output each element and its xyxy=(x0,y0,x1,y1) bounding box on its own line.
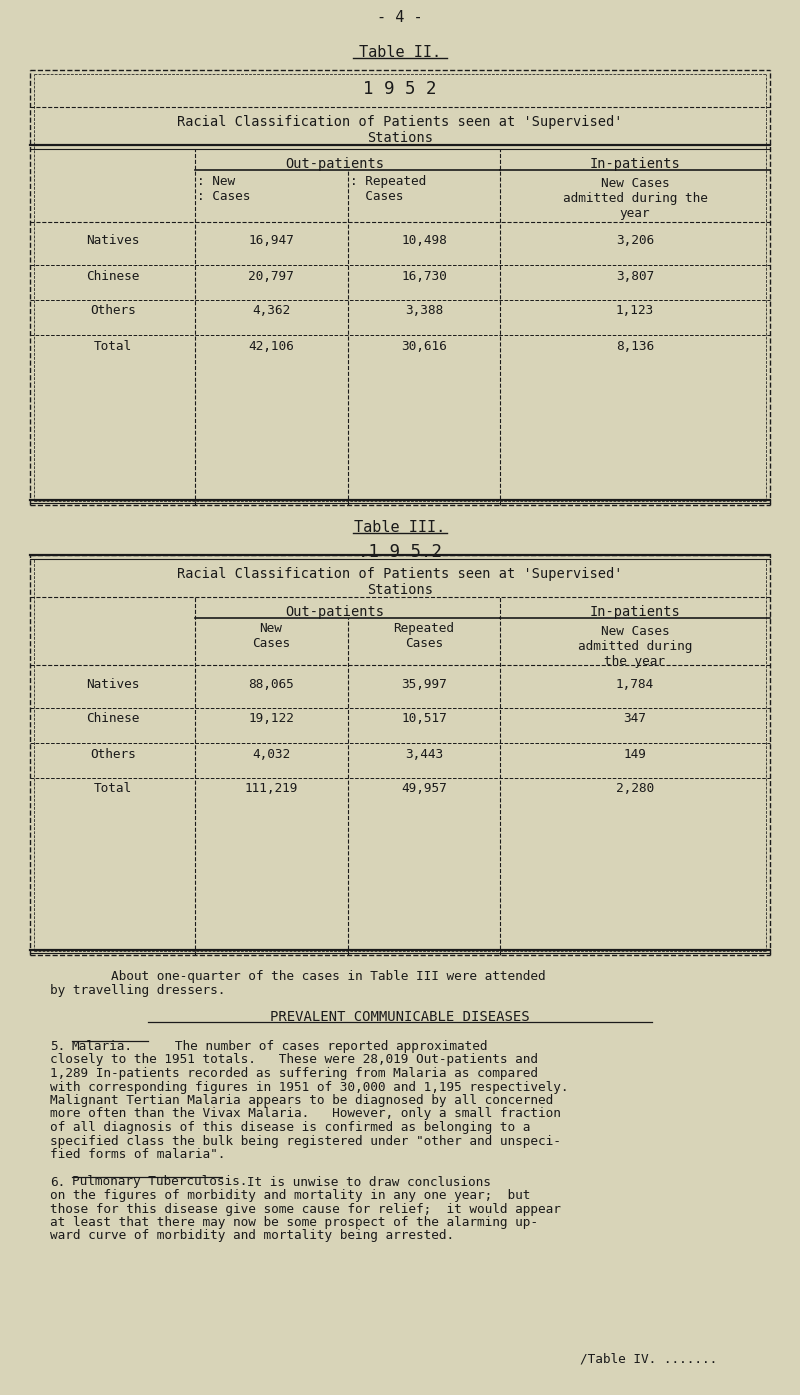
Text: Natives: Natives xyxy=(86,234,140,247)
Text: Natives: Natives xyxy=(86,678,140,691)
Text: on the figures of morbidity and mortality in any one year;  but: on the figures of morbidity and mortalit… xyxy=(50,1189,530,1202)
Text: New
Cases: New Cases xyxy=(252,622,290,650)
Text: Chinese: Chinese xyxy=(86,269,140,283)
Text: : Repeated
  Cases: : Repeated Cases xyxy=(350,174,426,204)
Text: 111,219: 111,219 xyxy=(244,783,298,795)
Text: of all diagnosis of this disease is confirmed as belonging to a: of all diagnosis of this disease is conf… xyxy=(50,1122,530,1134)
Text: 10,498: 10,498 xyxy=(401,234,447,247)
Text: 1,123: 1,123 xyxy=(616,304,654,318)
Text: 3,206: 3,206 xyxy=(616,234,654,247)
Text: 3,807: 3,807 xyxy=(616,269,654,283)
Text: PREVALENT COMMUNICABLE DISEASES: PREVALENT COMMUNICABLE DISEASES xyxy=(270,1010,530,1024)
Text: In-patients: In-patients xyxy=(590,158,680,172)
Text: Total: Total xyxy=(94,339,132,353)
Text: About one-quarter of the cases in Table III were attended: About one-quarter of the cases in Table … xyxy=(50,970,546,983)
Text: closely to the 1951 totals.   These were 28,019 Out-patients and: closely to the 1951 totals. These were 2… xyxy=(50,1053,538,1067)
Text: 4,362: 4,362 xyxy=(252,304,290,318)
Text: Others: Others xyxy=(90,748,136,760)
Text: 347: 347 xyxy=(623,713,646,725)
Text: 1,784: 1,784 xyxy=(616,678,654,691)
Text: 5.: 5. xyxy=(50,1041,66,1053)
Text: New Cases
admitted during
the year: New Cases admitted during the year xyxy=(578,625,692,668)
Text: 16,947: 16,947 xyxy=(248,234,294,247)
Text: at least that there may now be some prospect of the alarming up-: at least that there may now be some pros… xyxy=(50,1216,538,1229)
Text: The number of cases reported approximated: The number of cases reported approximate… xyxy=(152,1041,487,1053)
Text: /Table IV. .......: /Table IV. ....... xyxy=(580,1353,718,1366)
Text: 30,616: 30,616 xyxy=(401,339,447,353)
Text: In-patients: In-patients xyxy=(590,605,680,619)
Text: 19,122: 19,122 xyxy=(248,713,294,725)
Text: ward curve of morbidity and mortality being arrested.: ward curve of morbidity and mortality be… xyxy=(50,1229,454,1243)
Text: : New
: Cases: : New : Cases xyxy=(197,174,250,204)
Text: by travelling dressers.: by travelling dressers. xyxy=(50,983,226,997)
Text: - 4 -: - 4 - xyxy=(377,10,423,25)
Text: fied forms of malaria".: fied forms of malaria". xyxy=(50,1148,226,1161)
Text: Total: Total xyxy=(94,783,132,795)
Text: Racial Classification of Patients seen at 'Supervised': Racial Classification of Patients seen a… xyxy=(178,566,622,580)
Text: Stations: Stations xyxy=(367,131,433,145)
Text: Table III.: Table III. xyxy=(354,520,446,536)
Text: It is unwise to draw conclusions: It is unwise to draw conclusions xyxy=(224,1176,491,1189)
Text: 2,280: 2,280 xyxy=(616,783,654,795)
Text: those for this disease give some cause for relief;  it would appear: those for this disease give some cause f… xyxy=(50,1202,561,1215)
Text: 6.: 6. xyxy=(50,1176,66,1189)
Text: Pulmonary Tuberculosis.: Pulmonary Tuberculosis. xyxy=(72,1176,247,1189)
Text: New Cases
admitted during the
year: New Cases admitted during the year xyxy=(562,177,707,220)
Text: 88,065: 88,065 xyxy=(248,678,294,691)
Text: Racial Classification of Patients seen at 'Supervised': Racial Classification of Patients seen a… xyxy=(178,114,622,128)
Text: Repeated
Cases: Repeated Cases xyxy=(394,622,454,650)
Text: 3,388: 3,388 xyxy=(405,304,443,318)
Text: 1 9 5 2: 1 9 5 2 xyxy=(363,80,437,98)
Text: 8,136: 8,136 xyxy=(616,339,654,353)
Text: Out-patients: Out-patients xyxy=(286,605,385,619)
Text: 1,289 In-patients recorded as suffering from Malaria as compared: 1,289 In-patients recorded as suffering … xyxy=(50,1067,538,1080)
Text: more often than the Vivax Malaria.   However, only a small fraction: more often than the Vivax Malaria. Howev… xyxy=(50,1108,561,1120)
Text: 49,957: 49,957 xyxy=(401,783,447,795)
Text: specified class the bulk being registered under "other and unspeci-: specified class the bulk being registere… xyxy=(50,1134,561,1148)
Text: 20,797: 20,797 xyxy=(248,269,294,283)
Text: 42,106: 42,106 xyxy=(248,339,294,353)
Text: 149: 149 xyxy=(623,748,646,760)
Text: Chinese: Chinese xyxy=(86,713,140,725)
Text: .1 9 5.2: .1 9 5.2 xyxy=(358,543,442,561)
Text: Others: Others xyxy=(90,304,136,318)
Text: Table II.: Table II. xyxy=(359,45,441,60)
Text: Malaria.: Malaria. xyxy=(72,1041,133,1053)
Text: 16,730: 16,730 xyxy=(401,269,447,283)
Text: Stations: Stations xyxy=(367,583,433,597)
Text: 3,443: 3,443 xyxy=(405,748,443,760)
Text: with corresponding figures in 1951 of 30,000 and 1,195 respectively.: with corresponding figures in 1951 of 30… xyxy=(50,1081,569,1094)
Text: Malignant Tertian Malaria appears to be diagnosed by all concerned: Malignant Tertian Malaria appears to be … xyxy=(50,1094,554,1108)
Text: 35,997: 35,997 xyxy=(401,678,447,691)
Text: 10,517: 10,517 xyxy=(401,713,447,725)
Text: 4,032: 4,032 xyxy=(252,748,290,760)
Text: Out-patients: Out-patients xyxy=(286,158,385,172)
